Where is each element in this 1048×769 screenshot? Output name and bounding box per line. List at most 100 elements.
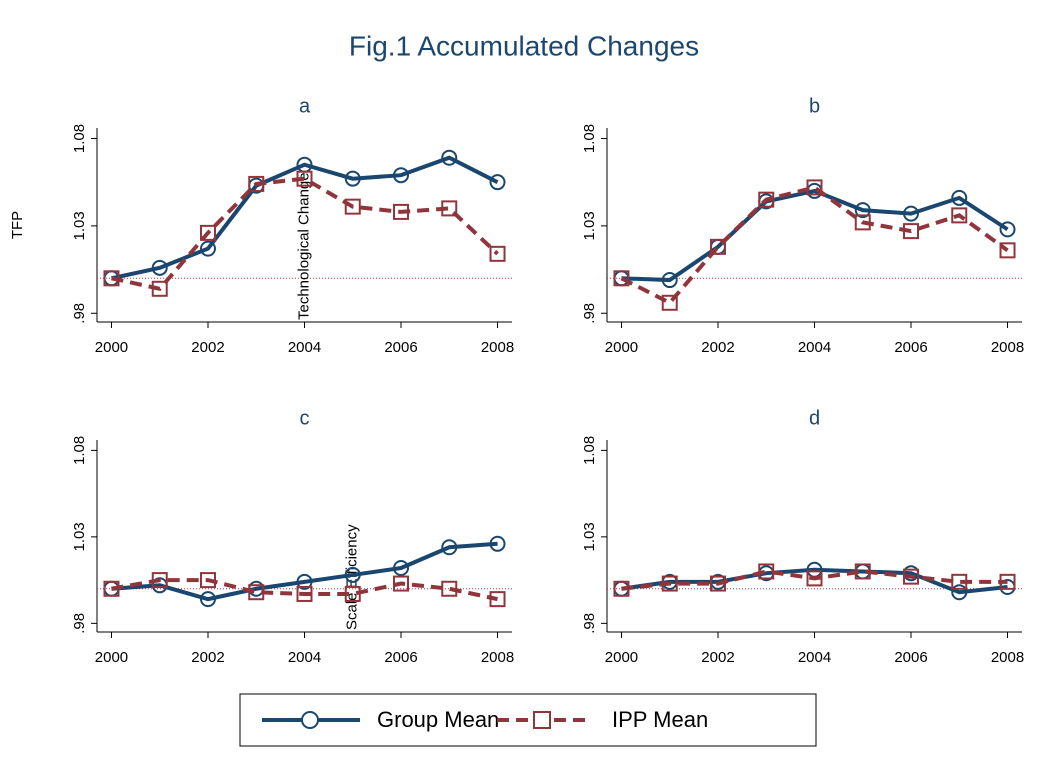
legend-label: Group Mean <box>377 707 499 732</box>
panel-title: c <box>300 407 310 429</box>
x-tick-label: 2004 <box>798 339 831 356</box>
legend-marker <box>533 711 551 729</box>
data-point <box>854 202 871 219</box>
y-tick-label: .98 <box>71 613 88 634</box>
data-point <box>296 170 313 187</box>
y-tick-label: 1.08 <box>71 436 88 465</box>
panel-title: b <box>809 95 820 117</box>
x-tick-label: 2002 <box>191 649 224 666</box>
data-point <box>199 591 216 608</box>
data-point <box>903 568 920 585</box>
data-point <box>489 245 506 262</box>
data-point <box>441 149 458 166</box>
legend-label: IPP Mean <box>612 707 708 732</box>
data-point <box>951 584 968 601</box>
data-point <box>393 167 410 184</box>
x-tick-label: 2000 <box>605 649 638 666</box>
data-point <box>393 203 410 220</box>
data-point <box>999 573 1016 590</box>
y-tick-label: .98 <box>581 303 598 324</box>
x-tick-label: 2008 <box>481 339 514 356</box>
data-point <box>903 223 920 240</box>
y-tick-label: 1.03 <box>581 522 598 551</box>
y-tick-label: .98 <box>581 613 598 634</box>
data-point <box>489 535 506 552</box>
x-tick-label: 2006 <box>894 649 927 666</box>
data-point <box>344 198 361 215</box>
data-point <box>441 580 458 597</box>
panel-title: a <box>299 95 311 117</box>
data-point <box>613 580 630 597</box>
series-line <box>111 578 498 602</box>
x-tick-label: 2002 <box>191 339 224 356</box>
x-tick-label: 2004 <box>288 649 321 666</box>
y-tick-label: 1.03 <box>71 211 88 240</box>
data-point <box>344 585 361 602</box>
data-point <box>951 189 968 206</box>
data-point <box>248 584 265 601</box>
x-tick-label: 2006 <box>384 339 417 356</box>
data-point <box>393 575 410 592</box>
y-axis-label: TFP <box>9 211 26 239</box>
data-point <box>296 573 313 590</box>
x-tick-label: 2006 <box>384 649 417 666</box>
data-point <box>489 174 506 191</box>
data-point <box>661 272 678 289</box>
series-line <box>621 569 1008 591</box>
x-tick-label: 2002 <box>701 649 734 666</box>
data-point <box>199 572 216 589</box>
data-point <box>806 570 823 587</box>
data-point <box>151 259 168 276</box>
data-point <box>661 294 678 311</box>
data-point <box>199 224 216 241</box>
data-point <box>854 214 871 231</box>
data-point <box>103 270 120 287</box>
data-point <box>613 270 630 287</box>
data-point <box>103 580 120 597</box>
data-point <box>151 572 168 589</box>
data-point <box>296 585 313 602</box>
x-tick-label: 2008 <box>481 649 514 666</box>
x-tick-label: 2004 <box>288 339 321 356</box>
y-tick-label: 1.08 <box>581 436 598 465</box>
data-point <box>441 200 458 217</box>
data-point <box>344 170 361 187</box>
y-tick-label: 1.03 <box>581 211 598 240</box>
y-tick-label: 1.03 <box>71 522 88 551</box>
data-point <box>489 591 506 608</box>
panel-title: d <box>809 407 820 429</box>
series-line <box>621 188 1009 283</box>
data-point <box>999 221 1016 238</box>
series-line <box>111 541 498 602</box>
chart-title: Fig.1 Accumulated Changes <box>349 30 699 61</box>
x-tick-label: 2006 <box>894 339 927 356</box>
y-tick-label: 1.08 <box>581 124 598 153</box>
data-point <box>393 560 410 576</box>
data-point <box>951 207 968 224</box>
x-tick-label: 2008 <box>991 339 1024 356</box>
data-point <box>661 575 678 592</box>
data-point <box>709 238 726 255</box>
data-point <box>344 566 361 583</box>
legend-marker <box>301 711 319 729</box>
y-tick-label: 1.08 <box>71 124 88 153</box>
y-tick-label: .98 <box>71 303 88 324</box>
data-point <box>903 205 920 222</box>
data-point <box>854 563 871 580</box>
x-tick-label: 2000 <box>95 339 128 356</box>
series-line <box>620 185 1009 306</box>
x-tick-label: 2004 <box>798 649 831 666</box>
x-tick-label: 2002 <box>701 339 734 356</box>
data-point <box>151 280 168 297</box>
data-point <box>758 191 775 208</box>
data-point <box>758 563 775 580</box>
data-point <box>441 539 458 556</box>
data-point <box>248 175 265 192</box>
x-tick-label: 2000 <box>95 649 128 666</box>
data-point <box>806 179 823 196</box>
data-point <box>999 242 1016 259</box>
x-tick-label: 2000 <box>605 339 638 356</box>
x-tick-label: 2008 <box>991 649 1024 666</box>
